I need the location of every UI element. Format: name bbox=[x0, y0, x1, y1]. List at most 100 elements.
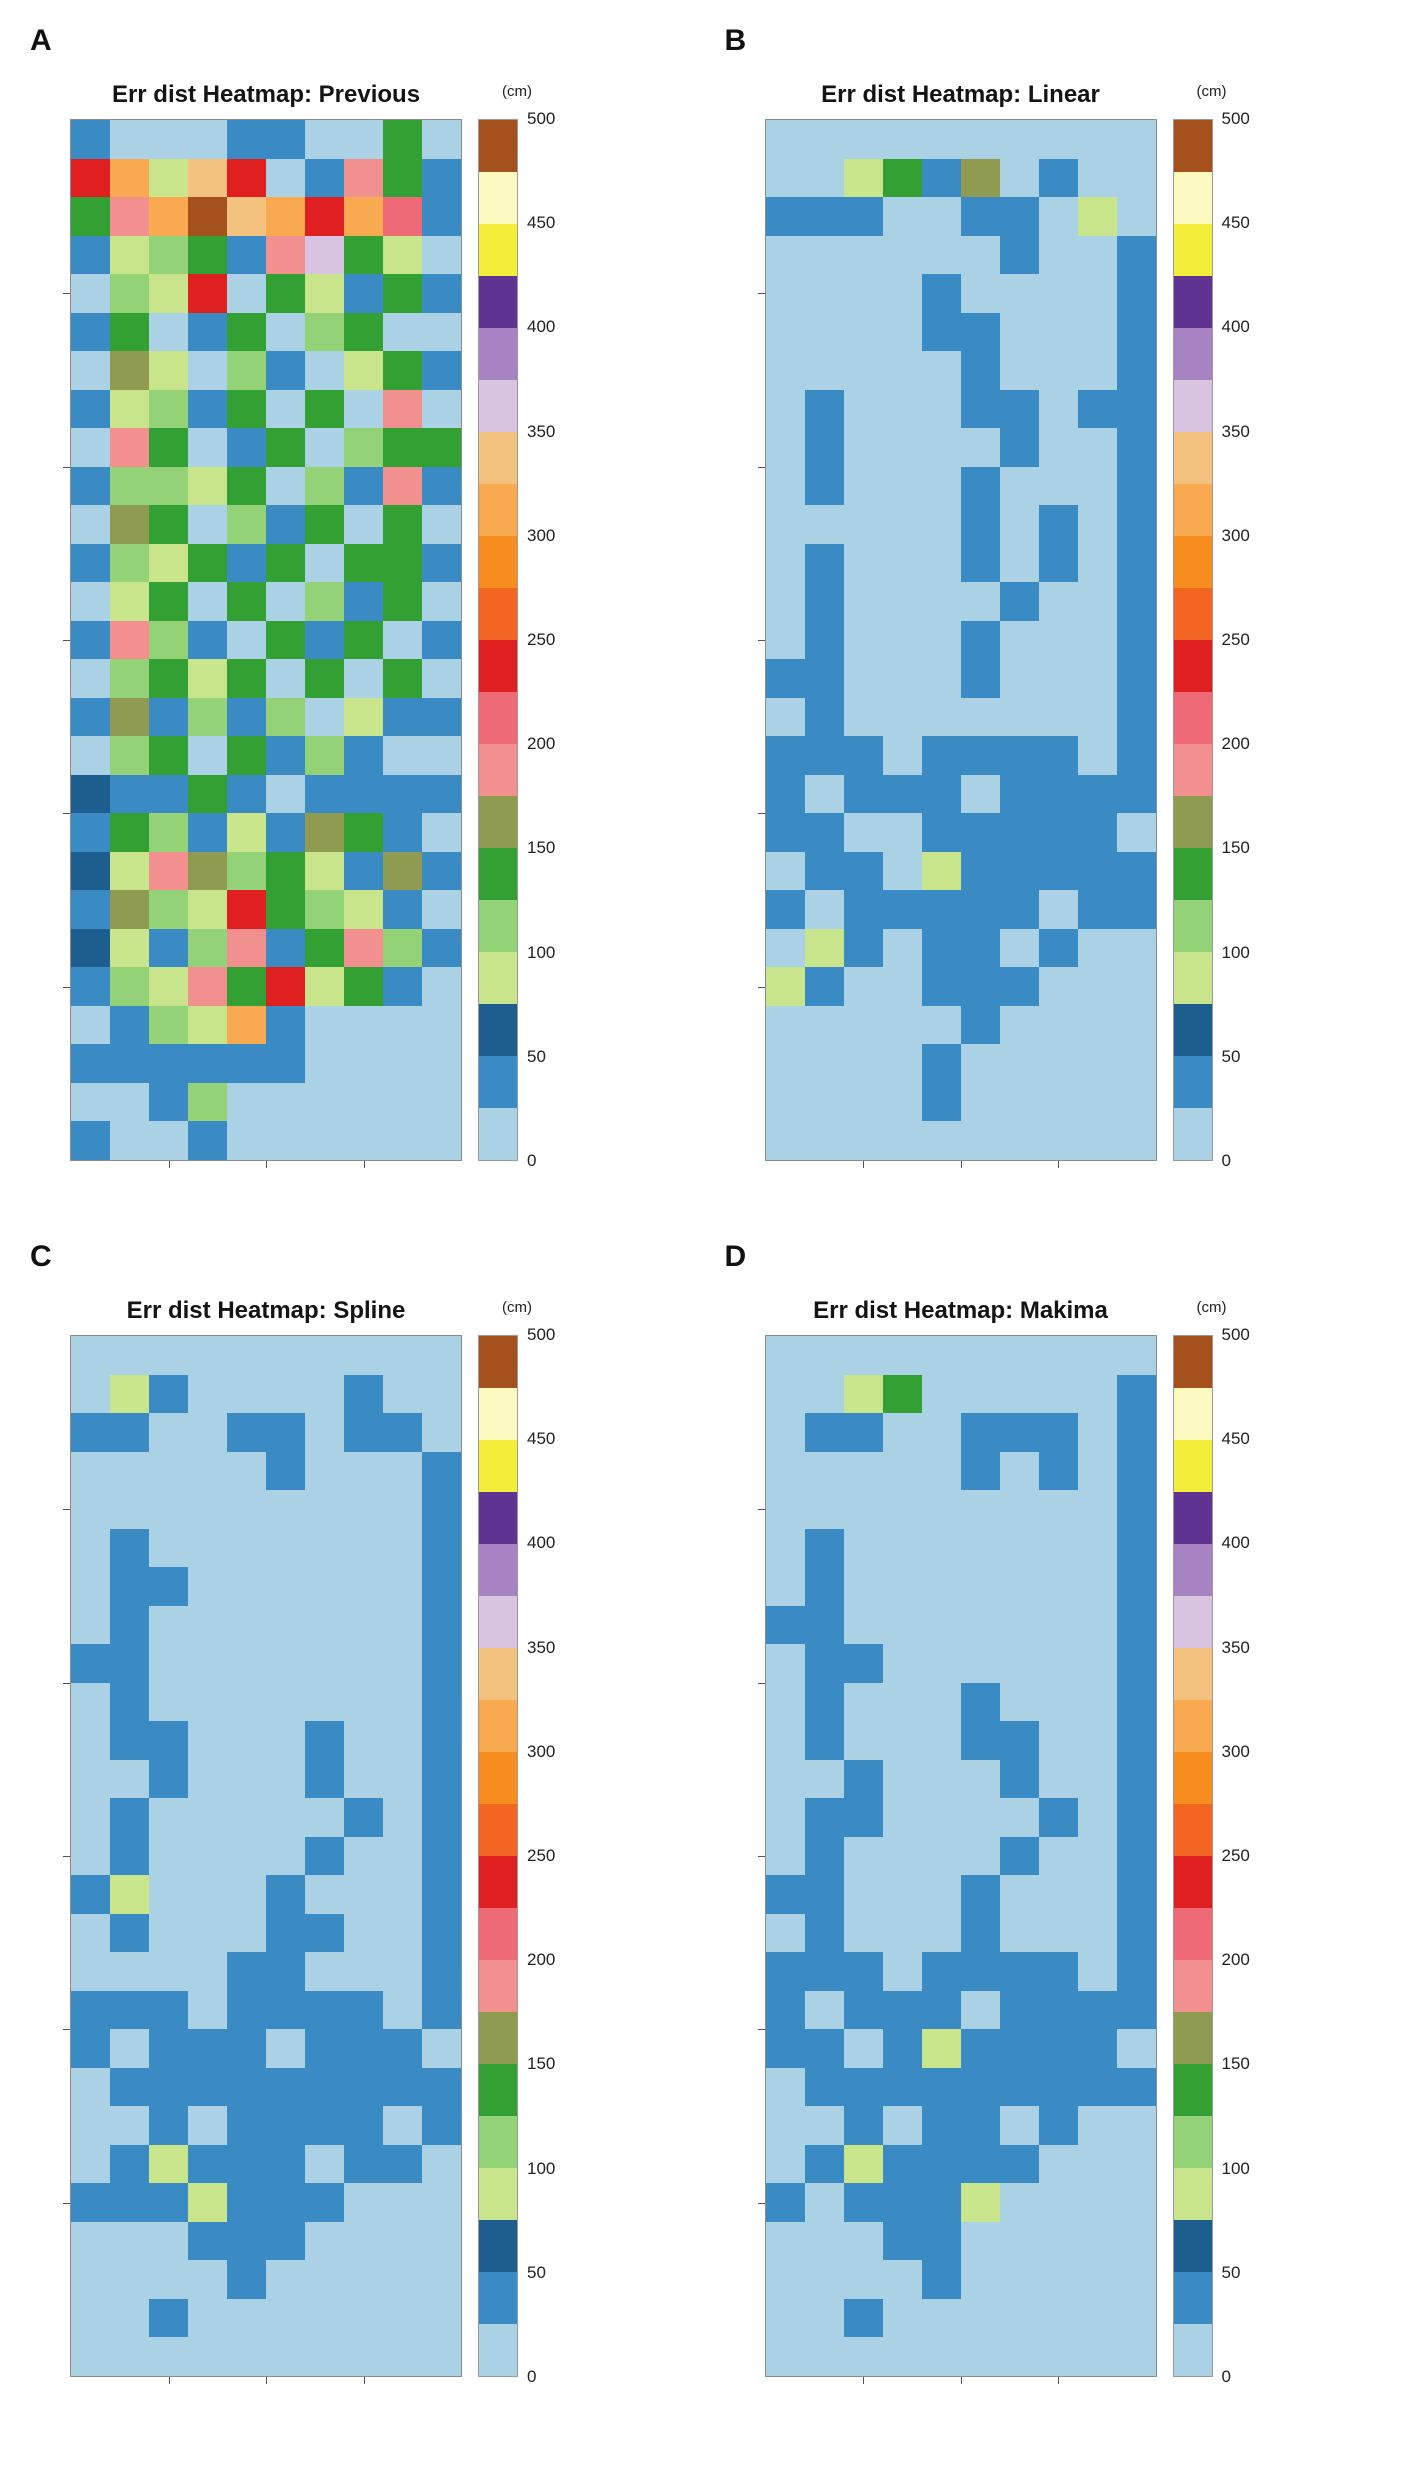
colorbar-band bbox=[479, 276, 517, 328]
heatmap-cell bbox=[921, 1336, 961, 1375]
colorbar-band bbox=[479, 2220, 517, 2272]
colorbar-tick-label: 150 bbox=[1221, 2054, 1250, 2074]
heatmap-cell bbox=[422, 389, 461, 429]
heatmap-cell bbox=[1116, 1836, 1156, 1876]
heatmap-cell bbox=[921, 1528, 961, 1568]
heatmap-cell bbox=[804, 274, 844, 313]
heatmap-cell bbox=[344, 1121, 383, 1160]
heatmap-cell bbox=[305, 1121, 344, 1160]
colorbar-band bbox=[1173, 588, 1212, 640]
heatmap-cell bbox=[960, 1490, 1000, 1529]
heatmap-cell bbox=[765, 120, 805, 159]
heatmap-cell bbox=[1077, 2144, 1117, 2184]
heatmap-cell bbox=[110, 1798, 149, 1837]
x-axis-tick bbox=[266, 2377, 267, 2384]
heatmap-cell bbox=[305, 1005, 344, 1045]
heatmap-cell bbox=[804, 1682, 844, 1722]
heatmap-cell bbox=[383, 1913, 422, 1953]
heatmap-cell bbox=[960, 1875, 1000, 1914]
heatmap-cell bbox=[804, 2260, 844, 2299]
heatmap-cell bbox=[149, 813, 188, 852]
heatmap-cell bbox=[960, 1836, 1000, 1876]
heatmap-cell bbox=[422, 1336, 461, 1375]
heatmap-cell bbox=[383, 158, 422, 198]
heatmap-cell bbox=[960, 774, 1000, 814]
heatmap-cell bbox=[960, 1721, 1000, 1760]
heatmap-cell bbox=[71, 1836, 110, 1876]
panel-a: A Err dist Heatmap: Previous (cm) 0 50 100… bbox=[26, 24, 721, 1214]
heatmap-cell bbox=[765, 1528, 805, 1568]
heatmap-cell bbox=[344, 2067, 383, 2107]
heatmap-cell bbox=[149, 158, 188, 198]
heatmap-cell bbox=[765, 1721, 805, 1760]
heatmap-cell bbox=[765, 1413, 805, 1452]
x-axis-tick bbox=[266, 1161, 267, 1168]
heatmap-cell bbox=[110, 2337, 149, 2376]
heatmap-cell bbox=[882, 1990, 922, 2030]
heatmap-cell bbox=[266, 543, 305, 583]
heatmap-cell bbox=[1077, 1121, 1117, 1160]
heatmap-cell bbox=[188, 1413, 227, 1452]
colorbar-band bbox=[1173, 536, 1212, 588]
heatmap-cell bbox=[344, 582, 383, 621]
heatmap-cell bbox=[110, 1567, 149, 1606]
heatmap-cell bbox=[422, 736, 461, 775]
heatmap-cell bbox=[1038, 158, 1078, 198]
heatmap-cell bbox=[383, 197, 422, 236]
y-axis-tick bbox=[63, 2202, 70, 2204]
heatmap-cell bbox=[1116, 774, 1156, 814]
heatmap-cell bbox=[344, 1567, 383, 1606]
heatmap-cell bbox=[960, 1682, 1000, 1722]
heatmap-cell bbox=[804, 659, 844, 698]
heatmap-cell bbox=[305, 774, 344, 814]
heatmap-cell bbox=[383, 1836, 422, 1876]
heatmap-cell bbox=[843, 1875, 883, 1914]
heatmap-cell bbox=[188, 1451, 227, 1491]
heatmap-cell bbox=[960, 620, 1000, 660]
heatmap-cell bbox=[422, 1798, 461, 1837]
heatmap-cell bbox=[882, 158, 922, 198]
heatmap-cell bbox=[843, 466, 883, 506]
heatmap-cell bbox=[960, 2067, 1000, 2107]
colorbar-band bbox=[1173, 484, 1212, 536]
heatmap-cell bbox=[188, 774, 227, 814]
heatmap-cell bbox=[999, 1990, 1039, 2030]
heatmap-cell bbox=[422, 1759, 461, 1799]
heatmap-cell bbox=[960, 2298, 1000, 2338]
heatmap-cell bbox=[422, 2298, 461, 2338]
heatmap-cell bbox=[843, 351, 883, 390]
colorbar-band bbox=[479, 952, 517, 1004]
heatmap-cell bbox=[765, 543, 805, 583]
heatmap-cell bbox=[344, 2144, 383, 2184]
heatmap-cell bbox=[1038, 1413, 1078, 1452]
heatmap-cell bbox=[804, 466, 844, 506]
heatmap-cell bbox=[227, 312, 266, 352]
colorbar-unit-label: (cm) bbox=[1196, 83, 1227, 100]
colorbar-tick-label: 150 bbox=[527, 2054, 556, 2074]
heatmap-cell bbox=[804, 2183, 844, 2222]
heatmap-cell bbox=[227, 1413, 266, 1452]
heatmap-cell bbox=[804, 1759, 844, 1799]
heatmap-cell bbox=[383, 1875, 422, 1914]
heatmap-cell bbox=[999, 197, 1039, 236]
heatmap-cell bbox=[921, 543, 961, 583]
heatmap-cell bbox=[843, 774, 883, 814]
heatmap-cell bbox=[110, 2144, 149, 2184]
heatmap-cell bbox=[422, 1567, 461, 1606]
heatmap-cell bbox=[999, 2260, 1039, 2299]
heatmap-cell bbox=[1077, 697, 1117, 737]
heatmap-cell bbox=[999, 1336, 1039, 1375]
colorbar-band bbox=[1173, 1004, 1212, 1056]
heatmap-cell bbox=[843, 1528, 883, 1568]
heatmap-cell bbox=[921, 582, 961, 621]
panel-title: Err dist Heatmap: Linear bbox=[821, 81, 1100, 108]
heatmap-cell bbox=[422, 120, 461, 159]
heatmap-cell bbox=[383, 466, 422, 506]
colorbar-band bbox=[479, 380, 517, 432]
heatmap-cell bbox=[149, 1682, 188, 1722]
heatmap-cell bbox=[1038, 967, 1078, 1006]
heatmap-cell bbox=[999, 466, 1039, 506]
heatmap-cell bbox=[266, 928, 305, 968]
heatmap-cell bbox=[71, 1798, 110, 1837]
heatmap-cell bbox=[71, 1875, 110, 1914]
